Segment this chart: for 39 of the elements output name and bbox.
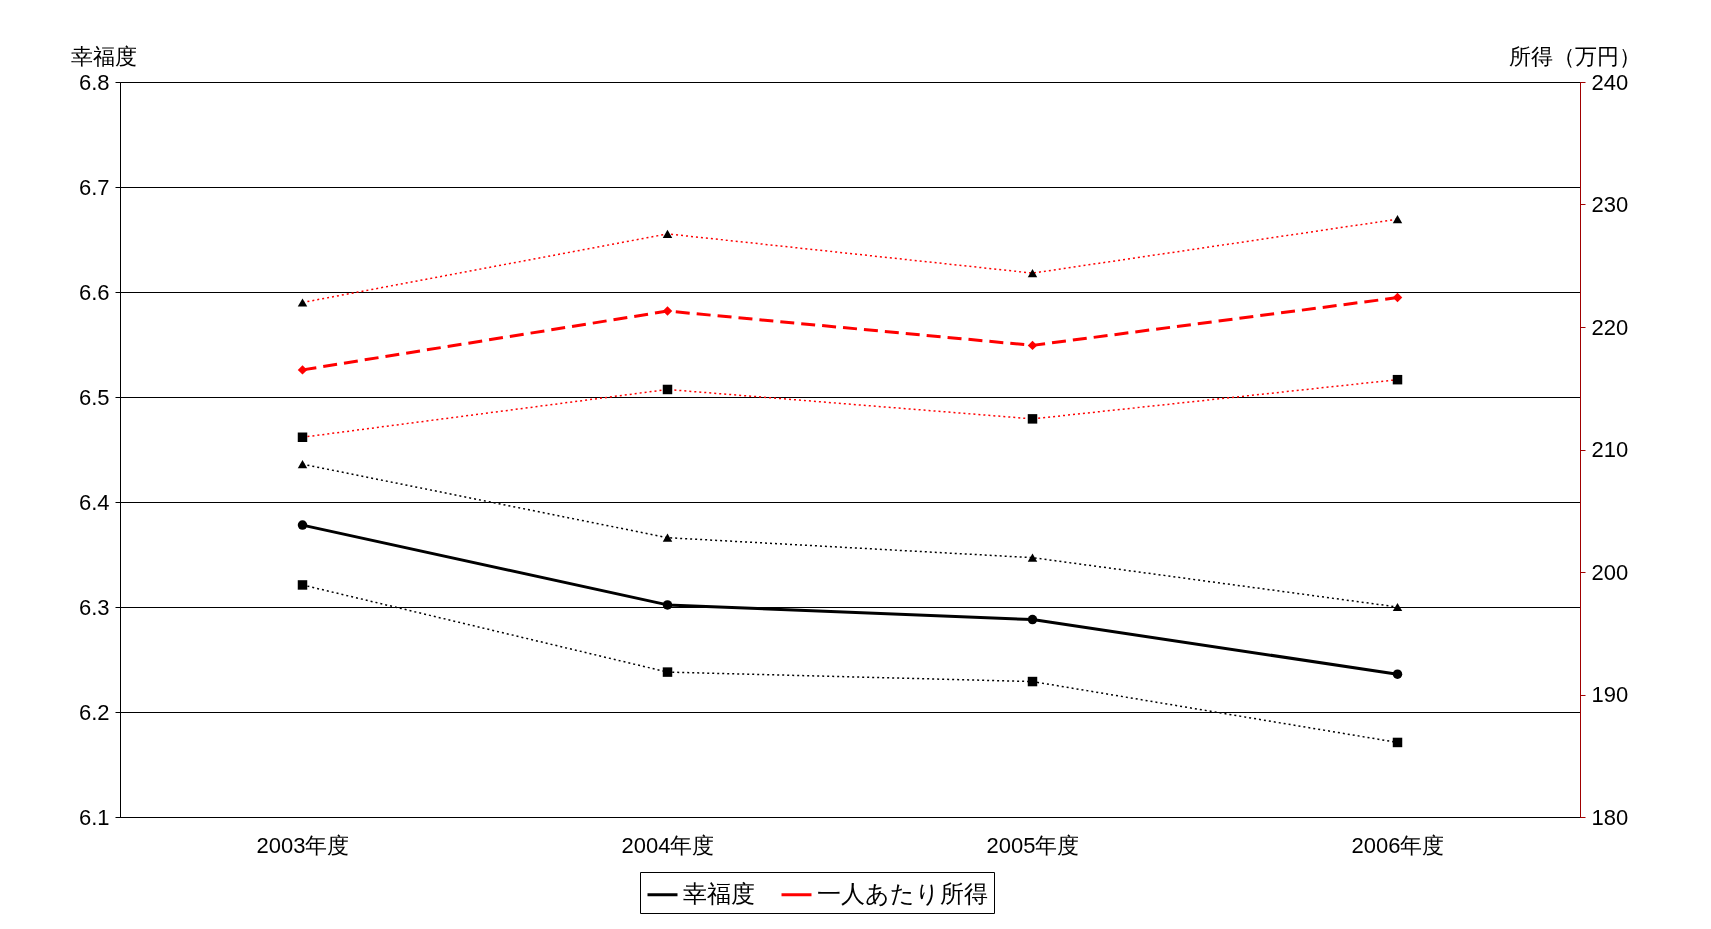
y-tick-label: 6.8	[78, 69, 110, 95]
y2-axis-title: 所得（万円）	[1508, 43, 1641, 69]
x-tick-label: 2003年度	[256, 832, 350, 858]
y2-tick-label: 180	[1591, 804, 1629, 830]
point	[1392, 602, 1403, 612]
y-tick-label: 6.1	[78, 804, 110, 830]
point	[662, 306, 673, 316]
point	[1027, 553, 1038, 562]
point	[1027, 676, 1038, 687]
y-tick-label: 6.6	[78, 279, 110, 305]
point	[297, 520, 308, 530]
point	[1392, 292, 1403, 303]
point	[297, 460, 308, 469]
y2-tick-label: 220	[1591, 314, 1629, 340]
legend-label: 幸福度	[683, 879, 755, 907]
y2-tick-label: 190	[1591, 682, 1629, 707]
x-tick-label: 2005年度	[986, 832, 1080, 858]
y-tick-label: 6.5	[78, 384, 110, 410]
x-tick-label: 2004年度	[621, 832, 715, 858]
point	[1027, 614, 1038, 625]
y2-tick-label: 230	[1591, 192, 1629, 217]
y-tick-label: 6.2	[78, 699, 110, 725]
y-axis-title: 幸福度	[70, 43, 137, 69]
x-tick-label: 2006年度	[1351, 832, 1445, 858]
point	[1027, 340, 1038, 351]
point	[297, 580, 308, 590]
point	[662, 667, 673, 677]
y2-tick-label: 210	[1591, 437, 1629, 462]
y-tick-label: 6.7	[78, 174, 110, 200]
y2-tick-label: 200	[1591, 559, 1629, 585]
point	[1392, 737, 1403, 748]
y-tick-label: 6.4	[78, 489, 110, 515]
point	[662, 533, 673, 542]
legend-label: 一人あたり所得	[817, 879, 988, 907]
point	[662, 600, 673, 610]
point	[297, 365, 308, 375]
y-tick-label: 6.3	[78, 594, 110, 620]
y2-tick-label: 240	[1591, 69, 1629, 95]
point	[1392, 669, 1403, 679]
